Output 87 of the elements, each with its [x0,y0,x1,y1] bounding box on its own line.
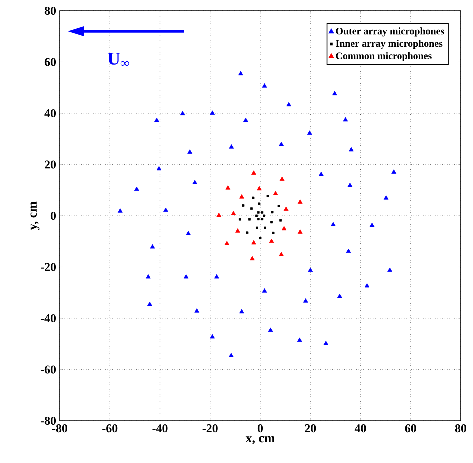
point [228,353,234,358]
x-tick-label: -40 [152,424,168,433]
point [250,256,255,261]
point [184,274,189,279]
point [284,206,289,212]
x-tick-label: 80 [455,424,467,433]
point [364,283,370,288]
point [186,231,192,236]
y-tick-label: 20 [45,160,56,169]
point [118,208,123,213]
x-tick-label: -60 [102,424,118,433]
point [324,341,329,346]
point [252,240,256,245]
x-tick-label: 60 [405,424,416,433]
point [262,84,268,88]
point [134,186,140,192]
point [332,91,338,96]
point [392,170,397,174]
point [210,110,216,115]
point [262,288,268,293]
point [303,298,308,303]
y-tick-label: -40 [40,314,56,323]
point [286,102,292,107]
x-tick-label: 40 [354,424,366,433]
point [238,71,244,76]
point [146,274,151,279]
point [269,238,274,244]
y-axis-title: y, cm [30,202,40,230]
x-tick-label: 20 [305,424,316,433]
x-tick-label: 0 [258,424,264,433]
point [235,228,240,233]
point [229,144,234,149]
point [279,142,284,146]
point [268,328,274,332]
point [388,268,393,272]
point [210,334,216,339]
point [280,176,285,182]
point [231,211,236,216]
point [154,118,160,122]
point [346,248,352,254]
point [216,212,222,218]
legend-label: Inner array microphones [336,40,443,50]
point [298,230,303,234]
point [244,118,248,122]
point [214,274,220,279]
y-tick-label: -20 [40,263,56,272]
y-tick-label: 60 [44,58,56,66]
point [194,308,200,313]
point [156,166,162,171]
annotation: U$_{∞}$ [108,53,130,66]
y-tick-label: 80 [44,6,56,16]
point [330,222,336,226]
point [282,226,287,231]
point [150,244,156,249]
point [240,194,244,199]
y-tick-label: 0 [50,212,56,220]
point [370,222,375,228]
point [240,309,244,314]
x-tick-label: -80 [52,424,68,433]
point [307,130,312,135]
point [224,241,230,246]
y-tick-label: -80 [40,416,56,426]
point [148,302,152,306]
legend-label: Outer array microphones [336,28,444,37]
point [226,186,231,190]
point [298,200,303,204]
point [384,196,389,200]
y-tick-label: 40 [44,109,56,118]
point [192,180,198,184]
point [164,208,168,212]
point [257,186,262,191]
x-tick-label: -20 [202,424,218,433]
point [318,172,324,176]
point [279,252,284,256]
point [273,191,278,196]
point [308,268,314,272]
point [338,294,342,298]
point [180,111,186,116]
point [297,338,302,342]
x-axis-title: x, cm [246,436,276,445]
point [343,117,348,122]
point [349,147,354,152]
legend-label: Common microphones [336,52,432,62]
point [348,182,353,188]
y-tick-label: -60 [40,366,56,374]
point [188,150,193,154]
point [252,170,256,175]
